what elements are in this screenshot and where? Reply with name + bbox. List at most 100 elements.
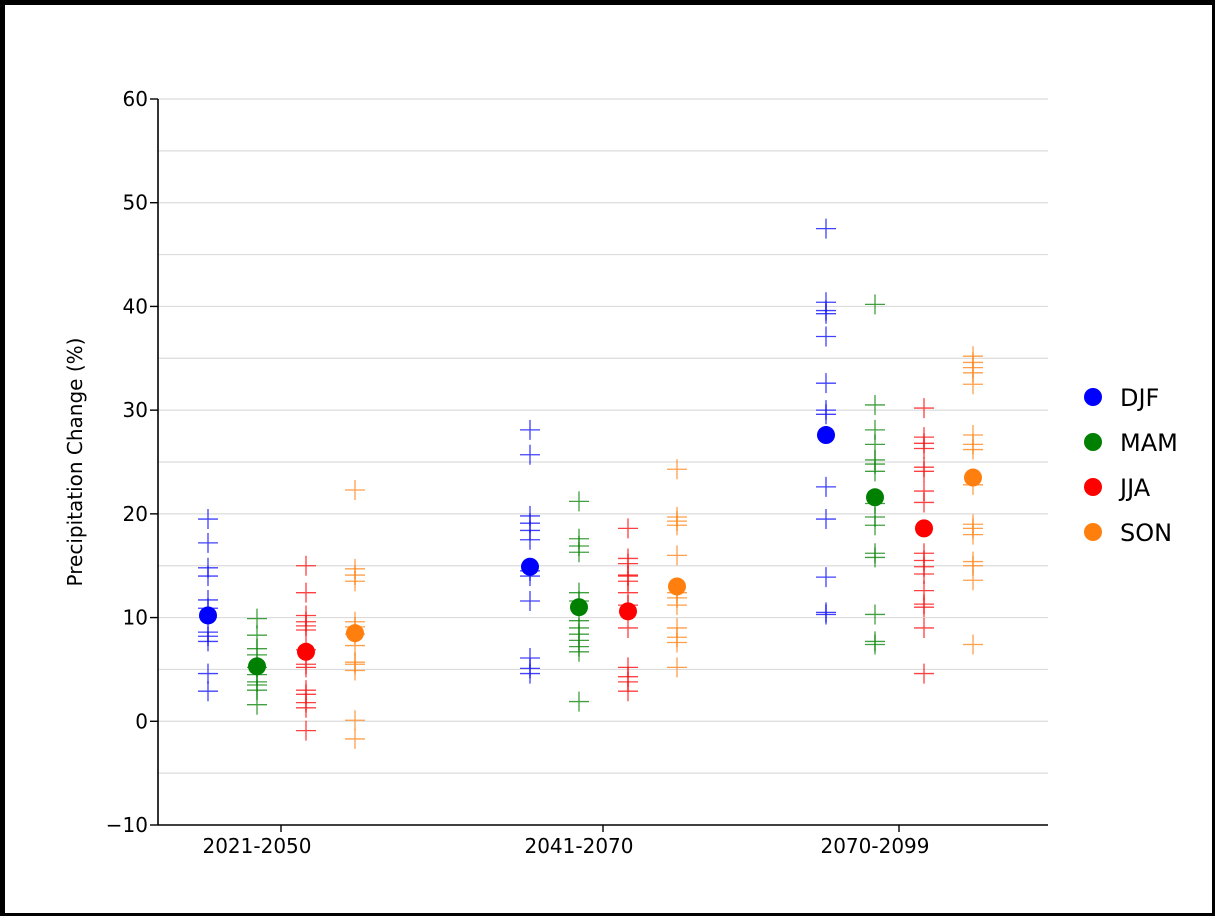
member-plus-marker xyxy=(667,459,687,480)
y-tick-label: 40 xyxy=(123,294,148,318)
member-plus-marker xyxy=(667,657,687,678)
series-jja xyxy=(296,398,934,741)
mean-marker xyxy=(297,642,315,661)
x-tick-label: 2041-2070 xyxy=(524,834,633,858)
legend: DJF MAM JJA SON xyxy=(1084,384,1178,547)
member-plus-marker xyxy=(198,532,218,553)
series-son xyxy=(345,346,983,749)
member-plus-marker xyxy=(520,590,540,611)
member-plus-marker xyxy=(569,691,589,712)
member-plus-marker xyxy=(618,681,638,702)
mean-marker xyxy=(199,606,217,625)
member-plus-marker xyxy=(520,419,540,440)
member-plus-marker xyxy=(963,374,983,395)
member-plus-marker xyxy=(520,529,540,550)
data-marks xyxy=(198,218,983,749)
x-tick-label: 2021-2050 xyxy=(202,834,311,858)
member-plus-marker xyxy=(914,617,934,638)
member-plus-marker xyxy=(345,480,365,501)
member-plus-marker xyxy=(198,566,218,587)
mean-marker xyxy=(817,426,835,445)
member-plus-marker xyxy=(816,218,836,239)
member-plus-marker xyxy=(296,582,316,603)
member-plus-marker xyxy=(914,438,934,459)
member-plus-marker xyxy=(618,518,638,539)
mean-marker xyxy=(866,488,884,507)
member-plus-marker xyxy=(963,634,983,655)
legend-marker-jja xyxy=(1084,478,1102,496)
mean-marker xyxy=(668,577,686,596)
member-plus-marker xyxy=(296,697,316,718)
x-axis: 2021-2050 2041-2070 2070-2099 xyxy=(158,824,1048,858)
member-plus-marker xyxy=(296,620,316,641)
member-plus-marker xyxy=(865,461,885,482)
member-plus-marker xyxy=(816,476,836,497)
legend-label-djf: DJF xyxy=(1120,384,1159,412)
mean-marker xyxy=(619,602,637,621)
legend-label-mam: MAM xyxy=(1120,429,1178,457)
member-plus-marker xyxy=(816,404,836,425)
legend-marker-djf xyxy=(1084,388,1102,406)
member-plus-marker xyxy=(816,567,836,588)
member-plus-marker xyxy=(865,547,885,568)
mean-marker xyxy=(521,557,539,576)
x-tick-label: 2070-2099 xyxy=(820,834,929,858)
member-plus-marker xyxy=(816,303,836,324)
y-tick-label: −10 xyxy=(106,813,148,837)
member-plus-marker xyxy=(520,444,540,465)
member-plus-marker xyxy=(247,694,267,715)
legend-marker-mam xyxy=(1084,433,1102,451)
member-plus-marker xyxy=(816,509,836,530)
y-tick-label: 10 xyxy=(123,606,148,630)
member-plus-marker xyxy=(914,461,934,482)
series-mam xyxy=(247,294,885,715)
member-plus-marker xyxy=(198,681,218,702)
member-plus-marker xyxy=(296,720,316,741)
y-tick-label: 20 xyxy=(123,502,148,526)
y-axis: −10 0 10 20 30 40 50 60 xyxy=(106,87,159,837)
member-plus-marker xyxy=(345,728,365,749)
member-plus-marker xyxy=(865,515,885,536)
member-plus-marker xyxy=(198,509,218,530)
member-plus-marker xyxy=(816,373,836,394)
series-djf xyxy=(198,218,836,702)
y-tick-label: 50 xyxy=(123,191,148,215)
mean-marker xyxy=(248,657,266,676)
legend-label-son: SON xyxy=(1120,519,1172,547)
mean-marker xyxy=(570,598,588,617)
mean-marker xyxy=(915,519,933,538)
member-plus-marker xyxy=(865,604,885,625)
gridlines xyxy=(158,98,1048,774)
y-tick-label: 60 xyxy=(123,87,148,111)
member-plus-marker xyxy=(816,326,836,347)
member-plus-marker xyxy=(345,660,365,681)
member-plus-marker xyxy=(914,663,934,684)
member-plus-marker xyxy=(667,632,687,653)
member-plus-marker xyxy=(816,604,836,625)
member-plus-marker xyxy=(198,631,218,652)
legend-label-jja: JJA xyxy=(1118,474,1151,502)
member-plus-marker xyxy=(914,597,934,618)
y-tick-label: 0 xyxy=(135,709,148,733)
y-axis-label: Precipitation Change (%) xyxy=(63,338,87,587)
member-plus-marker xyxy=(520,663,540,684)
y-tick-label: 30 xyxy=(123,398,148,422)
member-plus-marker xyxy=(865,634,885,655)
member-plus-marker xyxy=(198,663,218,684)
legend-marker-son xyxy=(1084,523,1102,541)
member-plus-marker xyxy=(569,542,589,563)
member-plus-marker xyxy=(963,439,983,460)
mean-marker xyxy=(346,624,364,643)
member-plus-marker xyxy=(667,545,687,566)
member-plus-marker xyxy=(569,491,589,512)
member-plus-marker xyxy=(865,394,885,415)
member-plus-marker xyxy=(914,398,934,419)
member-plus-marker xyxy=(345,571,365,592)
member-plus-marker xyxy=(865,294,885,315)
member-plus-marker xyxy=(667,595,687,616)
member-plus-marker xyxy=(667,515,687,536)
mean-marker xyxy=(964,468,982,487)
member-plus-marker xyxy=(963,524,983,545)
